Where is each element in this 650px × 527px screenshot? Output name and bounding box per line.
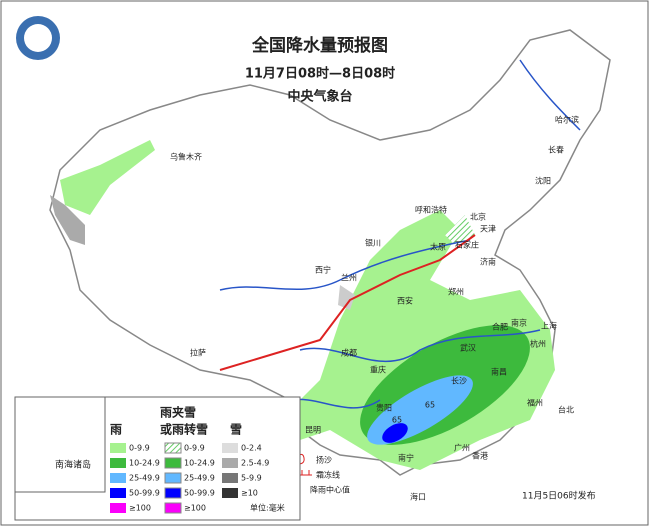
- rain-area-storm: [382, 423, 408, 443]
- city-label: 香港: [472, 451, 488, 461]
- legend-swatch: [164, 472, 182, 484]
- river: [219, 59, 581, 409]
- city-label: 南京: [511, 318, 527, 328]
- city-label: 哈尔滨: [555, 115, 579, 125]
- city-label: 武汉: [460, 343, 476, 353]
- legend-label: 10-24.9: [184, 459, 215, 468]
- legend-label: ≥100: [184, 504, 206, 513]
- city-label: 郑州: [448, 287, 464, 297]
- legend-label: ≥100: [129, 504, 151, 513]
- legend-label: ≥10: [241, 489, 258, 498]
- legend-swatch: [110, 503, 126, 513]
- city-label: 天津: [480, 224, 496, 234]
- city-label: 银川: [365, 238, 381, 248]
- sleet-area: [445, 215, 475, 245]
- city-label: 福州: [527, 399, 543, 408]
- legend-title: 雪: [230, 423, 242, 437]
- city-label: 长沙: [451, 376, 467, 386]
- legend-swatch: [164, 487, 182, 499]
- city-label: 沈阳: [535, 176, 551, 186]
- city-label: 乌鲁木齐: [170, 152, 202, 162]
- legend-swatch: [110, 458, 126, 468]
- legend-swatch: [222, 443, 238, 453]
- city-label: 拉萨: [190, 348, 206, 358]
- legend-swatch: [110, 488, 126, 498]
- legend-swatch: [222, 488, 238, 498]
- frost-line: [219, 234, 476, 371]
- legend-swatch: [110, 473, 126, 483]
- city-label: 上海: [541, 321, 557, 331]
- legend-label: 0-9.9: [129, 444, 150, 453]
- city-label: 南昌: [491, 367, 507, 377]
- city-label: 北京: [470, 212, 486, 222]
- legend-swatch: [222, 458, 238, 468]
- snow-area: [338, 285, 355, 310]
- legend-title: 雨夹雪: [160, 405, 196, 420]
- sand-label: 扬沙: [316, 455, 332, 465]
- legend-label: 50-99.9: [129, 489, 160, 498]
- title: 全国降水量预报图: [251, 35, 388, 56]
- legend-swatch: [164, 502, 182, 514]
- legend-swatch: [164, 457, 182, 469]
- city-label: 海口: [410, 492, 426, 502]
- agency: 中央气象台: [287, 89, 352, 105]
- city-label: 广州: [454, 443, 470, 453]
- center-label: 降雨中心值: [310, 485, 350, 495]
- city-label: 西安: [397, 296, 413, 306]
- city-label: 石家庄: [455, 240, 479, 250]
- legend-swatch: [222, 473, 238, 483]
- legend-label: 50-99.9: [184, 489, 215, 498]
- city-label: 成都: [341, 348, 357, 358]
- city-label: 昆明: [305, 426, 321, 435]
- legend-label: 0-2.4: [241, 444, 262, 453]
- legend-label: 5-9.9: [241, 474, 262, 483]
- city-label: 长春: [548, 145, 564, 155]
- city-label: 杭州: [530, 339, 546, 349]
- inset-box: [14, 396, 106, 493]
- legend-label: 25-49.9: [184, 474, 215, 483]
- legend-swatch: [164, 442, 182, 454]
- center-value: 65: [425, 401, 435, 410]
- city-label: 贵阳: [376, 403, 392, 413]
- legend-label: 25-49.9: [129, 474, 160, 483]
- city-label: 济南: [480, 257, 496, 267]
- center-value: 65: [392, 416, 402, 425]
- legend-swatch: [110, 443, 126, 453]
- city-label: 台北: [558, 405, 574, 415]
- legend-title: 雨: [110, 423, 122, 437]
- inset-label: 南海诸岛: [55, 459, 91, 471]
- city-label: 南宁: [398, 453, 414, 463]
- sand-symbol: [297, 453, 305, 465]
- rain-area-nw: [60, 140, 155, 215]
- logo: [24, 24, 52, 52]
- legend-label: 2.5-4.9: [241, 459, 269, 468]
- snow-area: [50, 195, 85, 245]
- city-label: 呼和浩特: [415, 205, 447, 215]
- issued: 11月5日06时发布: [522, 490, 596, 502]
- city-label: 重庆: [370, 365, 386, 375]
- time: 11月7日08时—8日08时: [245, 66, 395, 82]
- city-label: 合肥: [492, 322, 508, 332]
- city-label: 兰州: [341, 273, 357, 283]
- frost-label: 霜冻线: [316, 470, 340, 480]
- unit: 单位:毫米: [250, 503, 285, 513]
- legend-label: 10-24.9: [129, 459, 160, 468]
- city-label: 太原: [430, 242, 446, 252]
- legend-label: 0-9.9: [184, 444, 205, 453]
- city-label: 西宁: [315, 265, 331, 275]
- legend-title: 或雨转雪: [160, 422, 208, 437]
